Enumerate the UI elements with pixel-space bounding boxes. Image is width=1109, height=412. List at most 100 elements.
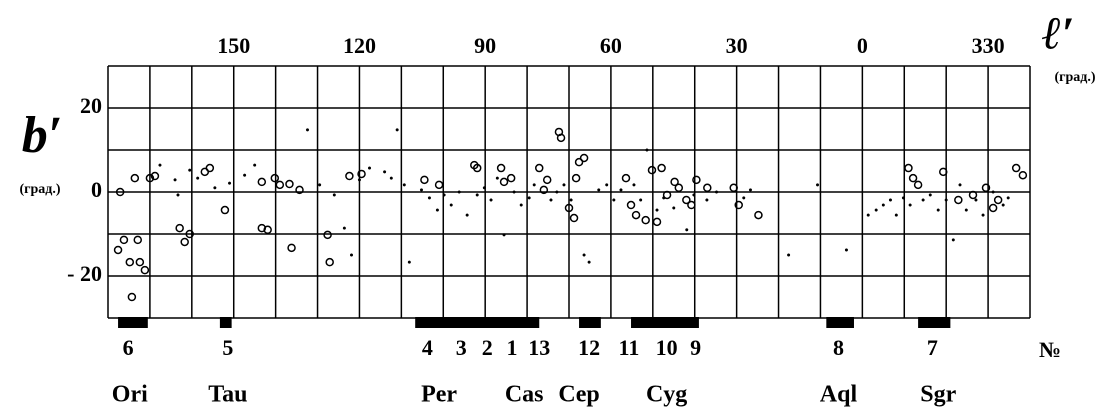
open-circle [571, 173, 581, 183]
dot [213, 186, 217, 190]
open-circle [130, 173, 140, 183]
dot [1001, 203, 1005, 207]
open-circle [703, 183, 712, 193]
open-circle [275, 180, 285, 190]
open-circle [287, 243, 296, 253]
constellation: Per [421, 382, 457, 408]
region-bar [826, 317, 854, 328]
constellation: Cep [558, 382, 599, 408]
open-circle [682, 195, 691, 205]
dot [173, 178, 177, 182]
dot [389, 176, 393, 180]
open-circle [534, 163, 544, 173]
dot [921, 198, 925, 202]
dot [612, 198, 616, 202]
open-circle [641, 215, 650, 225]
region-bar [118, 317, 148, 328]
dot [158, 163, 162, 167]
open-circle [357, 169, 366, 179]
open-circle [434, 180, 444, 190]
dot [944, 198, 948, 202]
dot [188, 168, 192, 172]
dot [176, 193, 180, 197]
open-circle [263, 225, 272, 235]
open-circle [420, 175, 429, 185]
open-circle [657, 163, 666, 173]
open-circle [670, 177, 679, 187]
open-circle [1011, 163, 1021, 173]
object-number: 1 [507, 335, 518, 360]
y-tick-label: - 20 [67, 261, 102, 286]
dot [427, 196, 431, 200]
dot [527, 196, 531, 200]
dot [442, 193, 446, 197]
dot [489, 198, 493, 202]
dot [597, 188, 601, 192]
open-circle [981, 183, 991, 193]
dot [562, 183, 566, 187]
open-circle [908, 173, 918, 183]
dot [227, 181, 232, 185]
open-circle [662, 190, 672, 200]
dot [974, 198, 978, 202]
dot [549, 198, 553, 202]
dot [569, 198, 573, 202]
dot [587, 260, 591, 264]
dot [449, 203, 453, 207]
dot [357, 178, 362, 182]
dot [582, 253, 586, 257]
open-circle [499, 177, 509, 187]
open-circle [205, 163, 215, 173]
dot [435, 208, 439, 212]
open-circle [621, 173, 631, 183]
dot [495, 176, 499, 180]
dot [243, 173, 247, 177]
dot [692, 193, 696, 197]
dot [908, 203, 912, 207]
dot [419, 188, 424, 192]
open-circle [579, 153, 589, 163]
constellation: Ori [112, 382, 148, 408]
open-circle [968, 190, 978, 200]
region-bar [415, 317, 540, 328]
dot [705, 198, 709, 202]
object-number: 10 [656, 335, 678, 360]
x-unit: (град.) [1054, 70, 1095, 85]
open-circle [556, 133, 566, 143]
dot [844, 248, 848, 252]
open-circle [185, 229, 194, 239]
open-circle [145, 173, 155, 183]
dot [465, 213, 469, 217]
object-number: 4 [422, 335, 433, 360]
dot [632, 183, 636, 187]
open-circle [140, 265, 150, 275]
x-tick-label: 120 [343, 33, 376, 58]
x-tick-label: 60 [600, 33, 622, 58]
x-tick-label: 90 [474, 33, 496, 58]
dot [512, 190, 516, 194]
dot [815, 183, 820, 187]
object-number: 13 [528, 335, 550, 360]
x-tick-label: 30 [726, 33, 748, 58]
x-tick-label: 330 [972, 33, 1005, 58]
y-label: b′ [22, 107, 63, 164]
object-number: 7 [927, 335, 938, 360]
open-circle [506, 173, 516, 183]
open-circle [674, 183, 684, 193]
dot [958, 183, 962, 187]
x-tick-label: 0 [857, 33, 868, 58]
dot [318, 183, 322, 187]
dot [253, 163, 257, 167]
dot [936, 208, 940, 212]
x-label: ℓ′ [1042, 8, 1075, 59]
dot [662, 196, 666, 200]
open-circle [180, 237, 189, 247]
dot [349, 253, 354, 257]
dot [881, 203, 885, 207]
open-circle [150, 171, 160, 181]
open-circle [993, 195, 1003, 205]
open-circle [729, 183, 738, 193]
dot [685, 228, 689, 232]
